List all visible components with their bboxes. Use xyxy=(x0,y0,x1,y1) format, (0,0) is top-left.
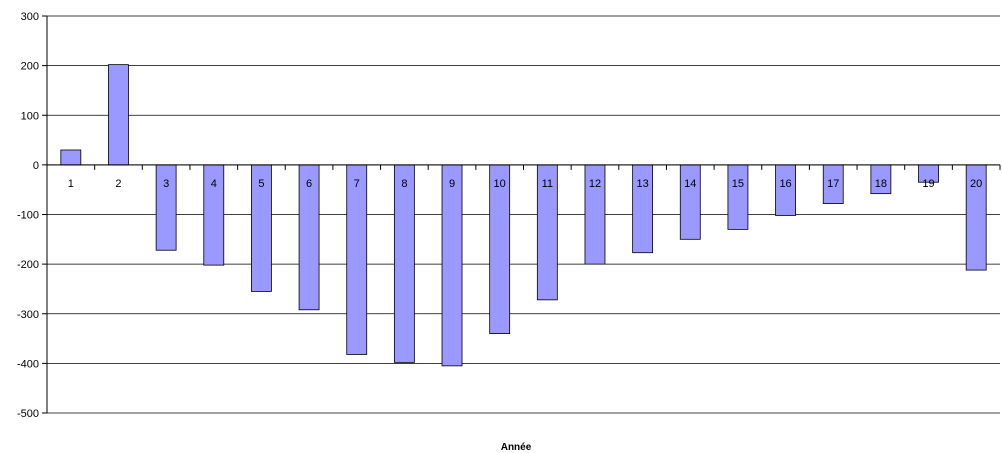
x-tick-labels: 1 2 3 4 5 6 7 8 9 10 11 12 13 14 15 16 17 18 19 20 xyxy=(68,178,983,190)
x-axis-title: Année xyxy=(501,442,532,453)
bar xyxy=(727,164,749,230)
x-tick-label: 10 xyxy=(494,178,506,190)
x-tick-label: 5 xyxy=(258,178,264,190)
y-tick-label: 100 xyxy=(21,110,39,122)
y-tick-label: -300 xyxy=(17,309,39,321)
bar xyxy=(489,164,511,335)
bar xyxy=(441,164,463,367)
x-tick-label: 3 xyxy=(163,178,169,190)
x-tick-label: 16 xyxy=(779,178,791,190)
y-tick-label: -100 xyxy=(17,210,39,222)
y-tick-label: 0 xyxy=(33,160,39,172)
bar xyxy=(346,164,368,355)
x-tick-label: 20 xyxy=(970,178,982,190)
bar xyxy=(108,64,129,166)
gridlines xyxy=(47,15,1000,414)
y-tick-label: 300 xyxy=(21,11,39,23)
y-tick-labels: 300 200 100 0 -100 -200 -300 -400 -500 xyxy=(17,11,39,420)
x-tick-label: 1 xyxy=(68,178,74,190)
x-tick-label: 14 xyxy=(684,178,696,190)
x-tick-label: 2 xyxy=(115,178,121,190)
x-tick-label: 9 xyxy=(449,178,455,190)
y-tick-label: -200 xyxy=(17,259,39,271)
x-axis xyxy=(46,164,1001,170)
y-tick-label: 200 xyxy=(21,61,39,73)
bar xyxy=(679,164,701,240)
x-tick-label: 15 xyxy=(732,178,744,190)
x-tick-label: 4 xyxy=(211,178,217,190)
bar xyxy=(60,149,82,166)
x-tick-label: 18 xyxy=(875,178,887,190)
y-tick-label: -400 xyxy=(17,358,39,370)
bar xyxy=(393,164,415,363)
x-tick-label: 6 xyxy=(306,178,312,190)
bar xyxy=(775,164,796,216)
x-tick-label: 13 xyxy=(637,178,649,190)
x-tick-label: 8 xyxy=(401,178,407,190)
x-tick-label: 12 xyxy=(589,178,601,190)
y-axis xyxy=(42,15,48,414)
x-tick-label: 11 xyxy=(542,178,553,190)
x-tick-label: 19 xyxy=(922,178,934,190)
y-tick-label: -500 xyxy=(17,408,39,420)
x-tick-label: 7 xyxy=(354,178,360,190)
x-tick-label: 17 xyxy=(827,178,839,190)
bars xyxy=(60,64,987,367)
